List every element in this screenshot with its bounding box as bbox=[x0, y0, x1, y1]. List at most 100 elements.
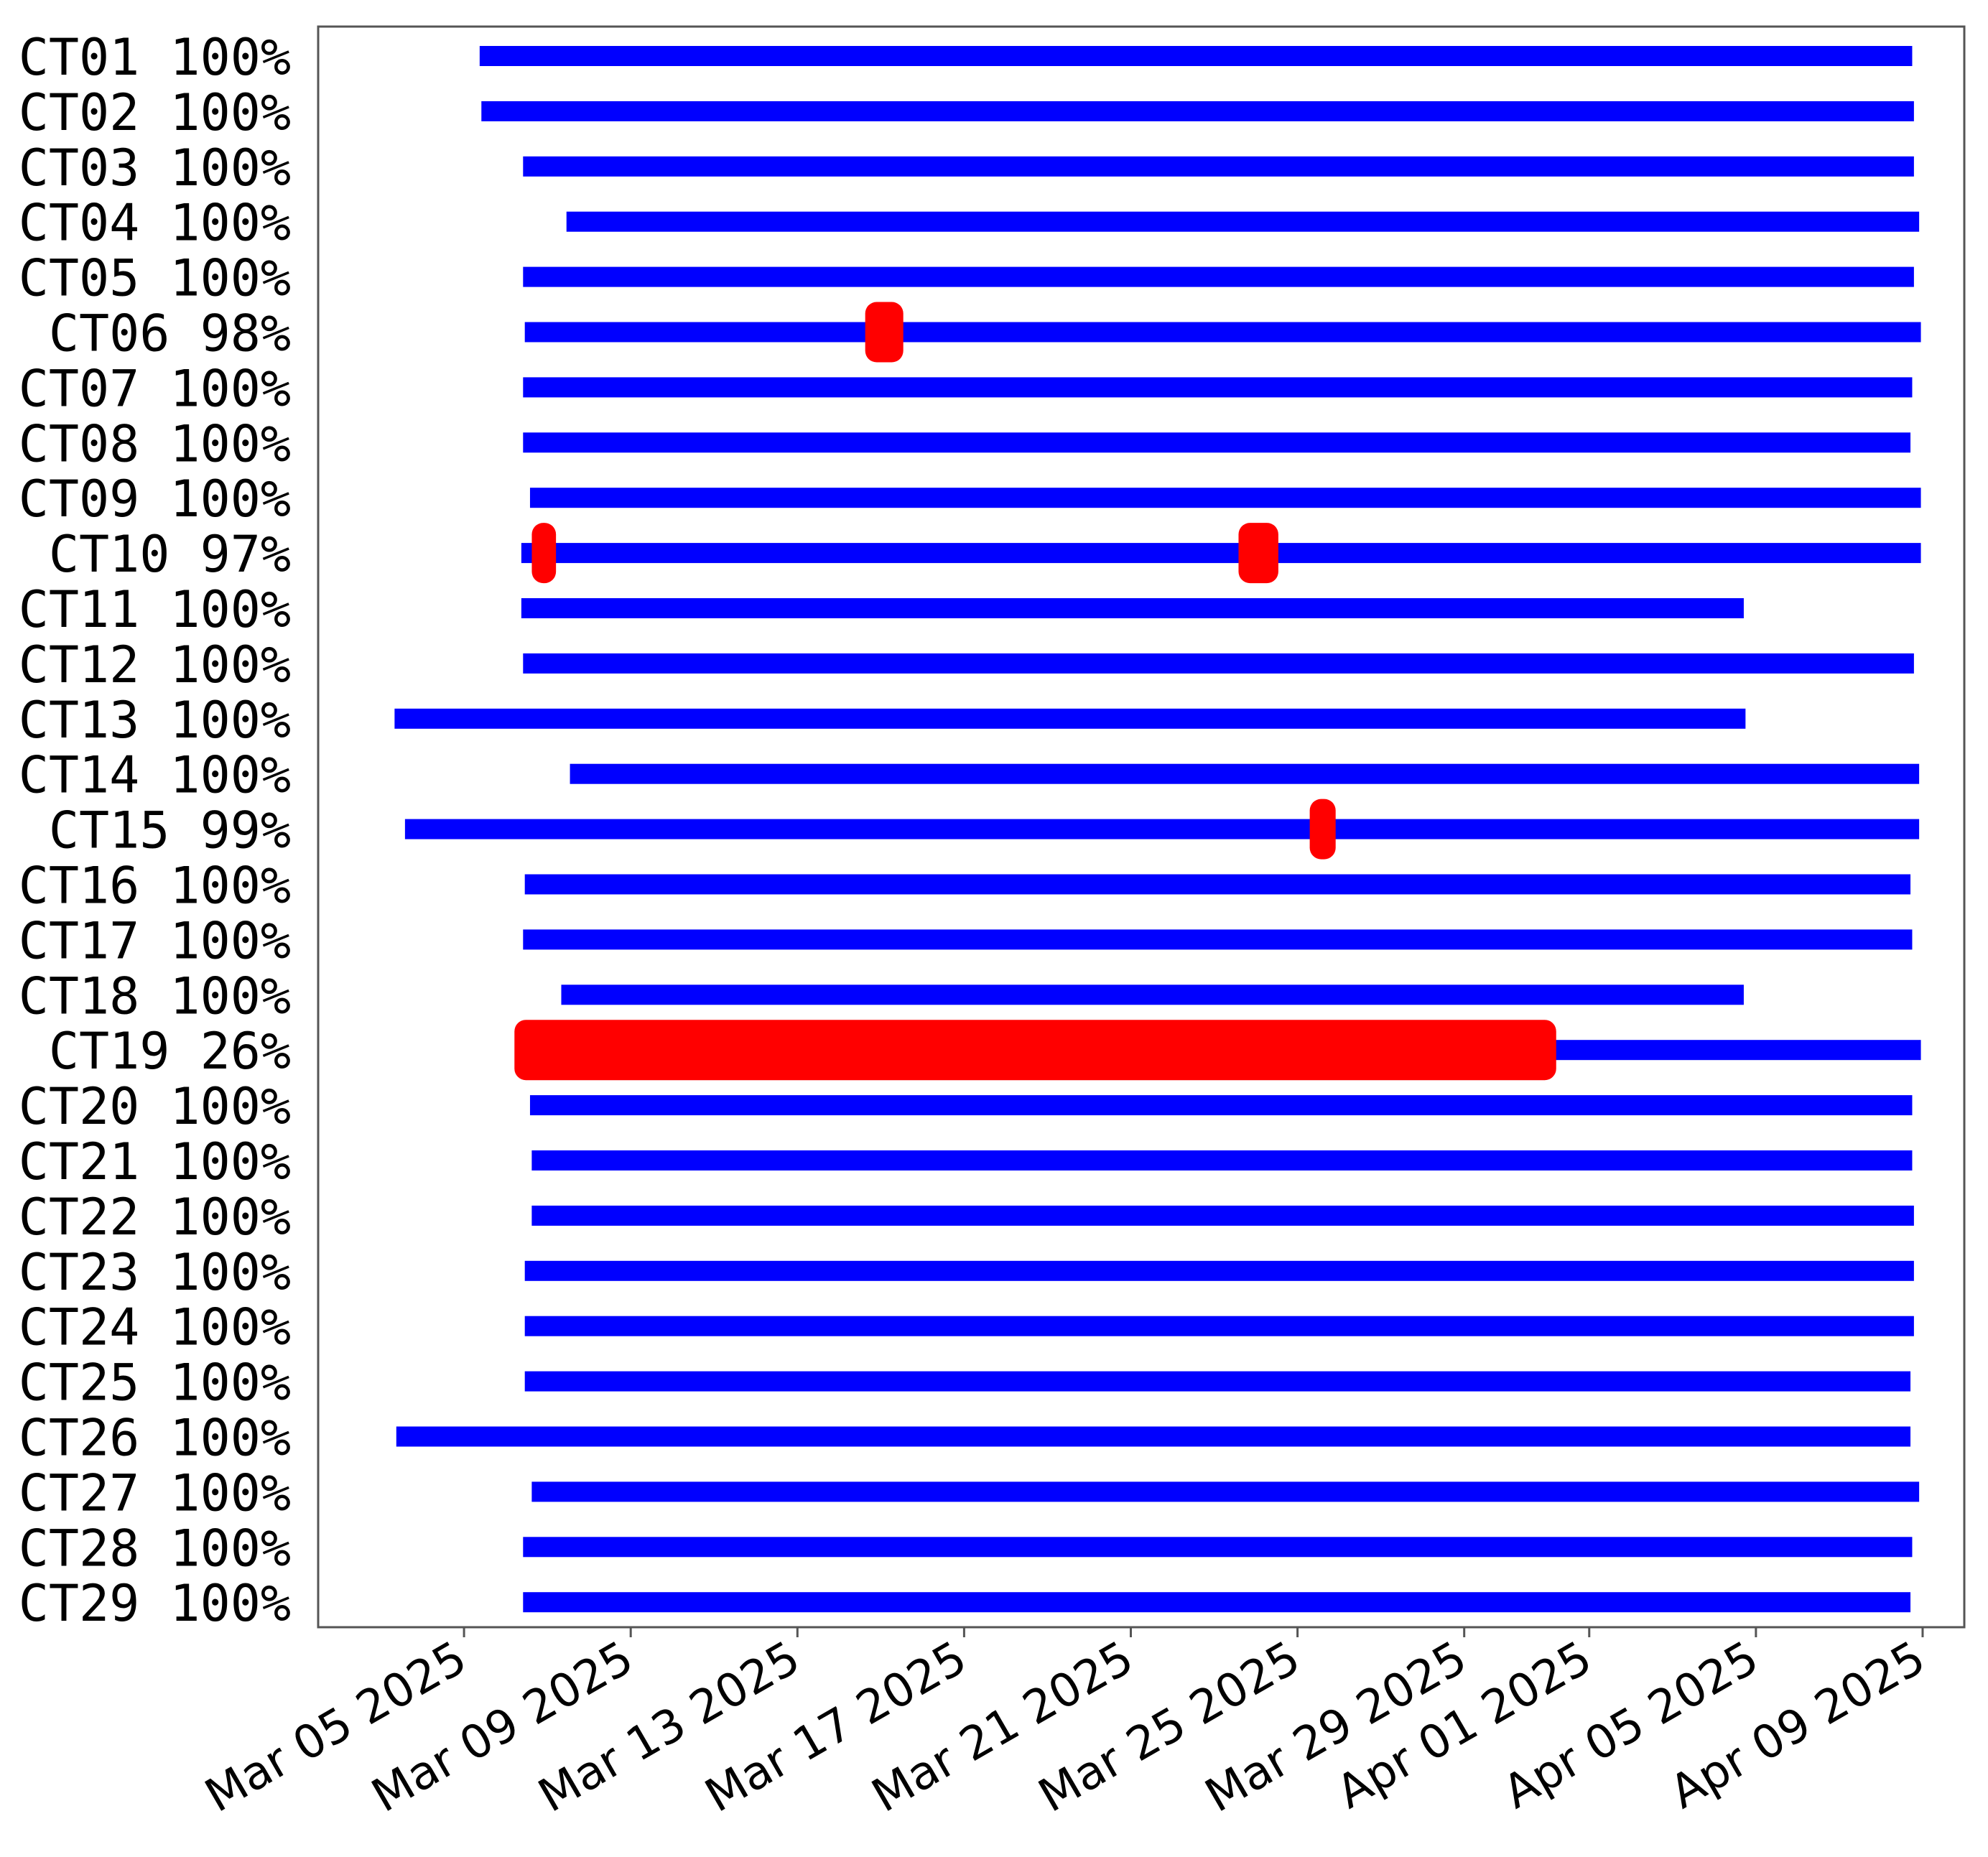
row-label-ct14: CT14 100% bbox=[19, 746, 291, 805]
row-id: CT07 bbox=[19, 359, 140, 418]
row-id: CT27 bbox=[19, 1463, 140, 1522]
coverage-bar-ct26 bbox=[396, 1426, 1911, 1447]
coverage-bar-ct29 bbox=[523, 1592, 1911, 1613]
row-pct: 100% bbox=[169, 1409, 291, 1468]
row-id: CT18 bbox=[19, 967, 140, 1025]
row-id: CT17 bbox=[19, 911, 140, 970]
row-label-ct10: CT10 97% bbox=[49, 525, 291, 584]
row-label-ct19: CT19 26% bbox=[49, 1022, 291, 1081]
row-id: CT05 bbox=[19, 249, 140, 308]
row-pct: 100% bbox=[169, 1132, 291, 1191]
row-label-ct29: CT29 100% bbox=[19, 1574, 291, 1633]
row-id: CT03 bbox=[19, 139, 140, 197]
row-id: CT13 bbox=[19, 691, 140, 750]
coverage-bar-ct10 bbox=[521, 543, 1921, 564]
row-label-ct13: CT13 100% bbox=[19, 691, 291, 750]
row-spacer bbox=[169, 1022, 200, 1081]
row-label-ct08: CT08 100% bbox=[19, 414, 291, 473]
row-id: CT06 bbox=[49, 304, 170, 363]
row-labels: CT01 100%CT02 100%CT03 100%CT04 100%CT05… bbox=[19, 28, 291, 1633]
coverage-bar-ct02 bbox=[481, 101, 1914, 121]
row-spacer bbox=[139, 1298, 169, 1357]
row-spacer bbox=[139, 1077, 169, 1136]
row-label-ct27: CT27 100% bbox=[19, 1463, 291, 1522]
row-id: CT08 bbox=[19, 414, 140, 473]
row-pct: 100% bbox=[169, 857, 291, 916]
row-pct: 100% bbox=[169, 967, 291, 1025]
row-id: CT19 bbox=[49, 1022, 170, 1081]
row-spacer bbox=[139, 691, 169, 750]
row-label-ct07: CT07 100% bbox=[19, 359, 291, 418]
row-id: CT25 bbox=[19, 1354, 140, 1412]
row-label-ct05: CT05 100% bbox=[19, 249, 291, 308]
coverage-bar-ct23 bbox=[524, 1260, 1914, 1281]
row-spacer bbox=[139, 1188, 169, 1247]
row-label-ct16: CT16 100% bbox=[19, 857, 291, 916]
row-spacer bbox=[169, 525, 200, 584]
row-pct: 100% bbox=[169, 691, 291, 750]
coverage-bar-ct24 bbox=[524, 1316, 1914, 1336]
row-id: CT16 bbox=[19, 857, 140, 916]
row-id: CT04 bbox=[19, 194, 140, 253]
row-spacer bbox=[139, 28, 169, 87]
coverage-bar-ct21 bbox=[531, 1150, 1913, 1170]
gaps-layer bbox=[514, 302, 1556, 1081]
row-spacer bbox=[139, 359, 169, 418]
row-label-ct21: CT21 100% bbox=[19, 1132, 291, 1191]
coverage-bar-ct04 bbox=[566, 211, 1920, 232]
coverage-bar-ct05 bbox=[523, 266, 1914, 287]
row-spacer bbox=[139, 746, 169, 805]
row-id: CT09 bbox=[19, 470, 140, 529]
coverage-bar-ct13 bbox=[394, 708, 1746, 729]
row-label-ct23: CT23 100% bbox=[19, 1243, 291, 1302]
row-pct: 100% bbox=[169, 1519, 291, 1578]
row-pct: 26% bbox=[200, 1022, 291, 1081]
row-id: CT10 bbox=[49, 525, 170, 584]
row-pct: 100% bbox=[169, 249, 291, 308]
row-label-ct24: CT24 100% bbox=[19, 1298, 291, 1357]
coverage-bar-ct28 bbox=[523, 1537, 1913, 1558]
gap-marker-ct19-1 bbox=[514, 1020, 1556, 1081]
row-label-ct04: CT04 100% bbox=[19, 194, 291, 253]
row-label-ct12: CT12 100% bbox=[19, 636, 291, 694]
row-pct: 100% bbox=[169, 580, 291, 639]
row-id: CT21 bbox=[19, 1132, 140, 1191]
row-pct: 100% bbox=[169, 1077, 291, 1136]
row-spacer bbox=[139, 414, 169, 473]
row-pct: 100% bbox=[169, 911, 291, 970]
row-label-ct01: CT01 100% bbox=[19, 28, 291, 87]
row-label-ct25: CT25 100% bbox=[19, 1354, 291, 1412]
row-spacer bbox=[139, 249, 169, 308]
row-pct: 100% bbox=[169, 746, 291, 805]
row-id: CT24 bbox=[19, 1298, 140, 1357]
gap-marker-ct10-2 bbox=[1238, 523, 1278, 584]
row-pct: 100% bbox=[169, 1188, 291, 1247]
row-pct: 100% bbox=[169, 83, 291, 142]
row-pct: 100% bbox=[169, 28, 291, 87]
row-spacer bbox=[139, 83, 169, 142]
row-label-ct15: CT15 99% bbox=[49, 801, 291, 860]
row-label-ct03: CT03 100% bbox=[19, 139, 291, 197]
row-id: CT26 bbox=[19, 1409, 140, 1468]
row-spacer bbox=[139, 470, 169, 529]
row-pct: 97% bbox=[200, 525, 291, 584]
row-pct: 100% bbox=[169, 1243, 291, 1302]
row-label-ct18: CT18 100% bbox=[19, 967, 291, 1025]
coverage-bar-ct27 bbox=[531, 1481, 1920, 1502]
coverage-bar-ct18 bbox=[561, 985, 1744, 1005]
row-spacer bbox=[139, 1243, 169, 1302]
coverage-bar-ct14 bbox=[570, 763, 1920, 784]
row-label-ct11: CT11 100% bbox=[19, 580, 291, 639]
row-pct: 98% bbox=[200, 304, 291, 363]
gap-marker-ct15-1 bbox=[1309, 799, 1336, 860]
row-label-ct20: CT20 100% bbox=[19, 1077, 291, 1136]
row-id: CT11 bbox=[19, 580, 140, 639]
row-spacer bbox=[139, 636, 169, 694]
row-label-ct09: CT09 100% bbox=[19, 470, 291, 529]
gap-marker-ct10-1 bbox=[531, 523, 557, 584]
coverage-bar-ct17 bbox=[523, 929, 1913, 950]
coverage-bar-ct01 bbox=[479, 46, 1913, 66]
row-spacer bbox=[139, 194, 169, 253]
row-pct: 100% bbox=[169, 1298, 291, 1357]
